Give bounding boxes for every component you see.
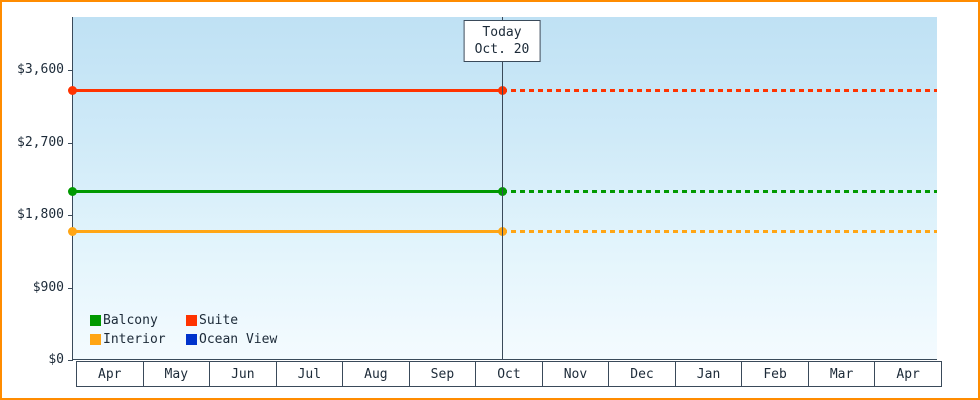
legend-swatch-ocean-view — [186, 334, 197, 345]
today-label-line2: Oct. 20 — [474, 42, 530, 57]
x-axis: Apr May Jun Jul Aug Sep Oct Nov Dec Jan Feb Mar Apr — [76, 361, 942, 387]
price-line-balcony — [72, 190, 502, 194]
y-tick-mark — [68, 142, 73, 144]
legend-swatch-interior — [90, 334, 101, 345]
y-tick-label: $2,700 — [17, 134, 64, 150]
x-axis-month-jul: Jul — [275, 361, 344, 387]
price-line-projection-balcony — [502, 190, 937, 194]
x-axis-month-aug: Aug — [342, 361, 410, 387]
x-axis-month-jun: Jun — [209, 361, 277, 387]
legend-label: Ocean View — [199, 332, 278, 347]
legend-item-ocean-view: Ocean View — [186, 332, 277, 347]
x-axis-month-sep: Sep — [408, 361, 477, 387]
y-tick-mark — [68, 70, 73, 71]
price-line-suite — [72, 88, 502, 92]
x-axis-month-nov: Nov — [541, 361, 610, 387]
today-label-line1: Today — [482, 25, 522, 40]
legend-item-suite: Suite — [186, 313, 277, 328]
price-line-interior — [72, 229, 502, 233]
price-line-projection-suite — [502, 88, 937, 92]
price-point-suite — [67, 85, 77, 95]
legend-label: Balcony — [103, 313, 158, 328]
x-axis-month-oct: Oct — [475, 361, 543, 387]
y-tick-label: $3,600 — [17, 62, 64, 77]
x-axis-month-dec: Dec — [608, 361, 676, 387]
price-point-interior — [67, 226, 77, 236]
legend-swatch-suite — [186, 315, 197, 326]
x-axis-month-jan: Jan — [674, 361, 743, 387]
today-marker-line — [502, 17, 503, 360]
y-tick-mark — [68, 215, 73, 216]
x-axis-month-apr: Apr — [874, 361, 942, 387]
y-tick-mark — [68, 287, 73, 289]
legend: Balcony Suite Interior Ocean View — [90, 313, 277, 347]
price-point-balcony — [67, 187, 77, 197]
legend-label: Suite — [199, 313, 239, 328]
x-axis-month-feb: Feb — [741, 361, 809, 387]
price-line-projection-interior — [502, 229, 937, 233]
y-tick-label: $1,800 — [17, 207, 64, 222]
legend-item-balcony: Balcony — [90, 313, 186, 328]
x-axis-month-apr: Apr — [76, 361, 144, 387]
y-tick-mark — [68, 360, 73, 361]
legend-item-interior: Interior — [90, 332, 186, 347]
legend-label: Interior — [103, 332, 166, 347]
today-label: Today Oct. 20 — [463, 20, 541, 62]
legend-swatch-balcony — [90, 315, 101, 326]
x-axis-month-mar: Mar — [807, 361, 876, 387]
x-axis-month-may: May — [142, 361, 211, 387]
y-tick-label: $900 — [32, 279, 64, 295]
y-tick-label: $0 — [48, 352, 64, 367]
